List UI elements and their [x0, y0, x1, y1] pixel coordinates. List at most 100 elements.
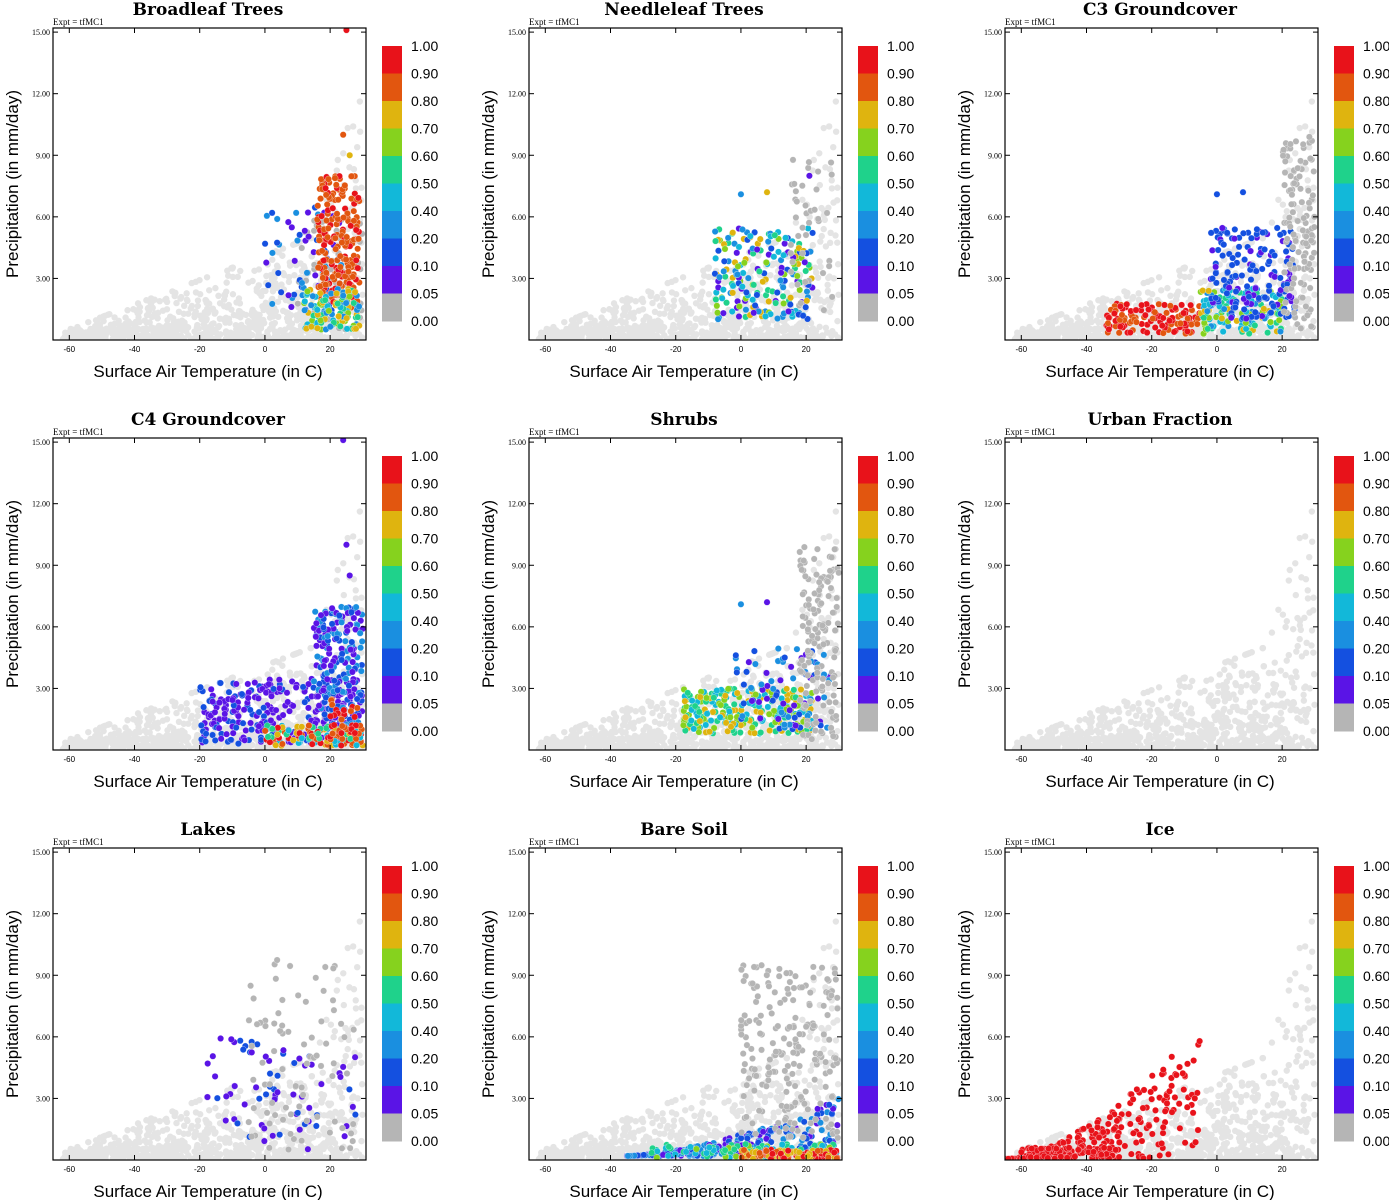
background-point	[212, 335, 220, 340]
background-point	[254, 324, 261, 331]
background-point	[139, 325, 147, 333]
background-point	[745, 323, 752, 330]
data-point	[1299, 140, 1307, 148]
data-point	[1220, 305, 1228, 313]
data-point	[735, 243, 743, 251]
background-point	[730, 317, 737, 324]
background-point	[803, 325, 810, 332]
x-tick-label: -20	[194, 345, 206, 354]
data-point	[1300, 214, 1308, 222]
background-point	[816, 323, 823, 331]
background-point	[173, 709, 180, 717]
background-point	[344, 534, 351, 542]
panel-title: C3 Groundcover	[1083, 0, 1238, 20]
background-point	[146, 319, 153, 326]
data-point	[1220, 276, 1228, 284]
data-point	[288, 223, 296, 231]
background-point	[224, 267, 231, 274]
data-point	[325, 307, 333, 315]
background-point	[1155, 274, 1163, 281]
background-point	[229, 674, 237, 681]
background-point	[1282, 332, 1289, 339]
panel-title: C4 Groundcover	[131, 410, 286, 430]
data-point	[1281, 169, 1289, 177]
background-point	[792, 330, 800, 337]
colorbar-label: 0.00	[1363, 313, 1389, 329]
background-point	[163, 306, 171, 313]
background-point	[180, 302, 188, 310]
colorbar-label: 0.20	[411, 231, 438, 247]
background-point	[264, 671, 271, 678]
data-point	[1241, 256, 1249, 264]
data-point	[1310, 249, 1318, 257]
background-point	[826, 308, 834, 316]
x-tick-label: -20	[1146, 345, 1158, 354]
data-point	[724, 234, 732, 242]
colorbar-label: 0.05	[411, 286, 438, 302]
background-point	[632, 298, 639, 305]
background-point	[195, 325, 203, 332]
data-point	[825, 262, 833, 270]
data-point	[1239, 188, 1247, 196]
colorbar-label: 0.90	[1363, 66, 1389, 82]
background-point	[338, 625, 345, 633]
background-point	[1189, 267, 1196, 275]
background-point	[344, 124, 351, 132]
background-point	[750, 332, 757, 340]
background-point	[265, 308, 273, 316]
data-point	[339, 292, 347, 300]
background-point	[810, 327, 817, 334]
data-point	[1298, 198, 1306, 206]
data-point	[750, 281, 758, 289]
background-point	[811, 264, 819, 271]
background-point	[832, 98, 840, 105]
background-point	[232, 330, 239, 337]
background-point	[92, 732, 99, 740]
background-point	[177, 703, 185, 711]
background-point	[1301, 123, 1309, 130]
background-point	[97, 332, 105, 339]
background-point	[811, 333, 818, 340]
colorbar-cell	[382, 156, 402, 184]
data-point	[342, 256, 350, 263]
background-point	[799, 196, 806, 203]
background-point	[619, 312, 627, 319]
background-point	[224, 304, 231, 311]
background-point	[352, 185, 360, 192]
background-point	[194, 712, 202, 720]
background-point	[204, 308, 211, 315]
background-point	[1279, 201, 1287, 208]
y-axis-label: Precipitation (in mm/day)	[3, 90, 22, 278]
data-point	[307, 301, 315, 309]
background-point	[816, 258, 823, 265]
data-point	[774, 315, 781, 322]
data-point	[333, 289, 341, 297]
data-point	[311, 271, 319, 279]
background-point	[638, 296, 645, 303]
data-point	[1223, 229, 1231, 237]
data-point	[1267, 309, 1275, 317]
data-point	[335, 312, 343, 320]
data-point	[729, 289, 737, 297]
data-point	[1232, 288, 1240, 295]
data-point	[714, 315, 722, 323]
experiment-label: Expt = tfMC1	[53, 17, 104, 27]
background-point	[817, 263, 824, 271]
data-point	[792, 187, 800, 195]
data-point	[343, 233, 351, 241]
background-point	[545, 326, 552, 333]
x-axis-label: Surface Air Temperature (in C)	[1045, 362, 1274, 381]
data-point	[309, 292, 317, 300]
background-point	[346, 164, 353, 171]
background-point	[193, 332, 200, 339]
background-point	[273, 262, 281, 269]
colorbar-cell	[382, 101, 402, 129]
background-point	[1253, 335, 1261, 340]
data-point	[1299, 226, 1307, 234]
colorbar-cell	[858, 211, 878, 239]
background-point	[647, 292, 654, 300]
background-point	[225, 335, 232, 340]
background-point	[101, 312, 109, 319]
data-point	[1205, 287, 1213, 295]
